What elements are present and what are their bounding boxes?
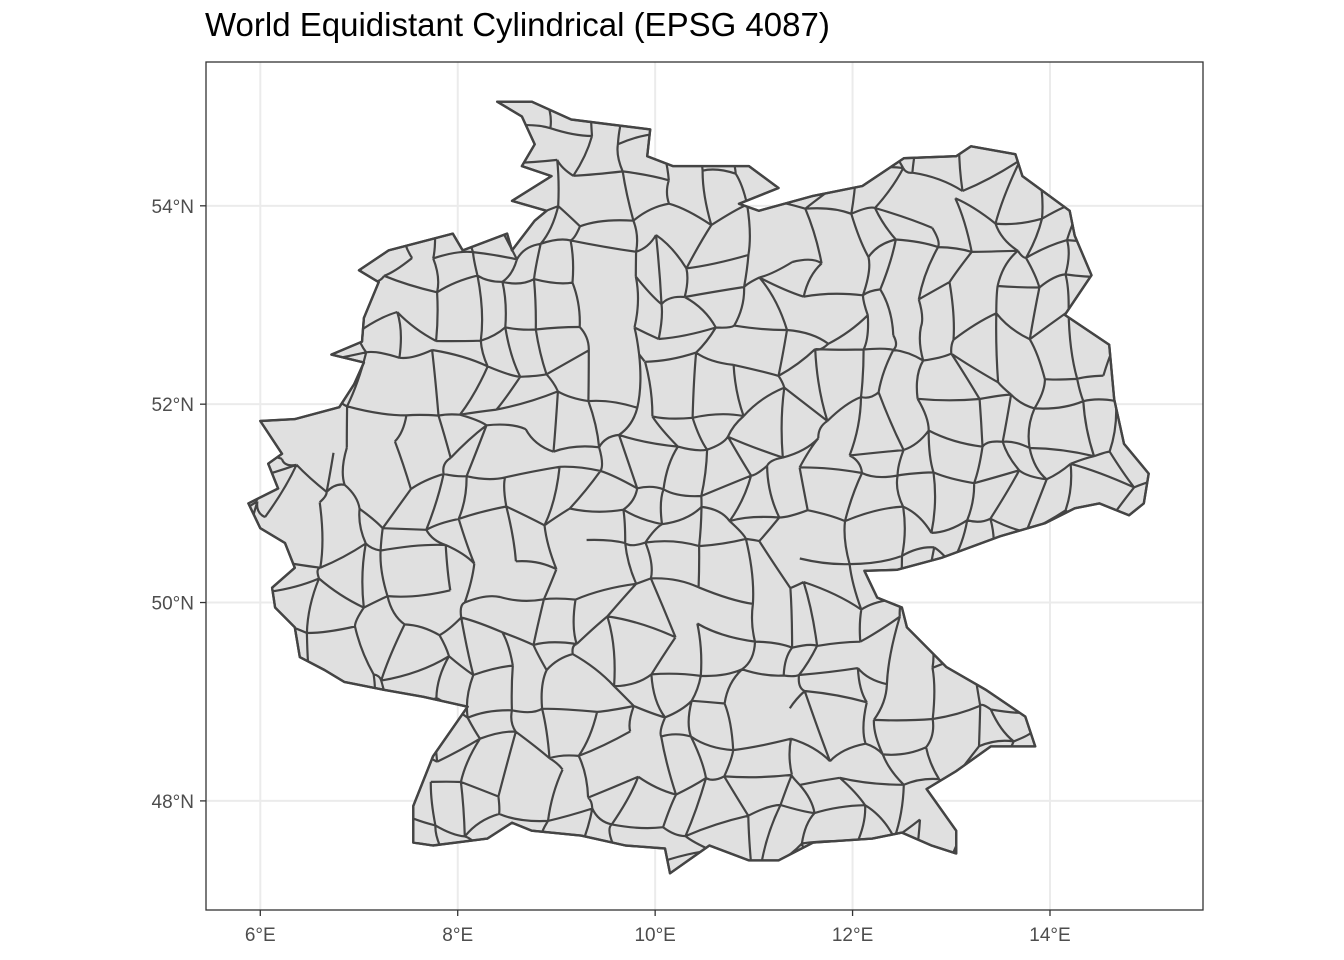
panel-border [205, 61, 1204, 911]
x-tick-label: 12°E [832, 925, 873, 946]
axes: 6°E 8°E 10°E 12°E 14°E 48°N 50°N 52°N 54°N [152, 197, 1071, 946]
y-tick-label: 54°N [152, 197, 194, 218]
y-tick-label: 50°N [152, 594, 194, 615]
x-tick-label: 8°E [442, 925, 473, 946]
map-title: World Equidistant Cylindrical (EPSG 4087… [205, 6, 830, 43]
x-tick-label: 6°E [245, 925, 276, 946]
x-tick-label: 14°E [1029, 925, 1070, 946]
y-tick-label: 52°N [152, 395, 194, 416]
x-tick-label: 10°E [634, 925, 675, 946]
country-border [247, 100, 1150, 875]
y-tick-label: 48°N [152, 792, 194, 813]
